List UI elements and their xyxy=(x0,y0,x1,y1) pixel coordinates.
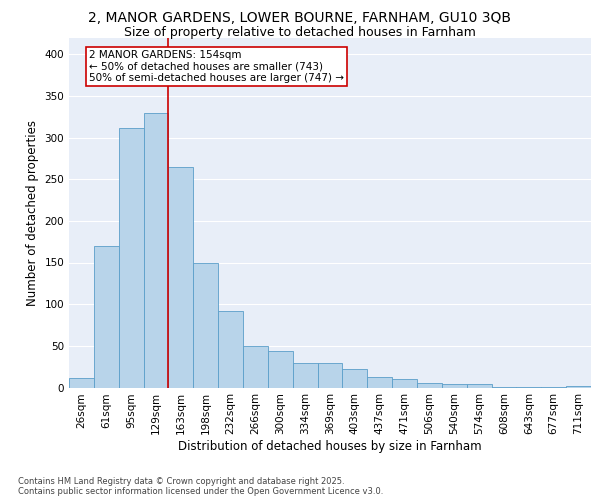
Bar xyxy=(243,346,268,388)
Bar xyxy=(69,378,94,388)
Bar xyxy=(143,112,169,388)
Bar xyxy=(417,384,442,388)
Bar xyxy=(566,386,591,388)
Bar xyxy=(119,128,143,388)
Bar xyxy=(268,351,293,388)
Bar xyxy=(343,369,367,388)
Bar xyxy=(392,379,417,388)
Text: Contains HM Land Registry data © Crown copyright and database right 2025.
Contai: Contains HM Land Registry data © Crown c… xyxy=(18,476,383,496)
Bar xyxy=(293,362,317,388)
Text: 2, MANOR GARDENS, LOWER BOURNE, FARNHAM, GU10 3QB: 2, MANOR GARDENS, LOWER BOURNE, FARNHAM,… xyxy=(89,11,511,25)
Text: 2 MANOR GARDENS: 154sqm
← 50% of detached houses are smaller (743)
50% of semi-d: 2 MANOR GARDENS: 154sqm ← 50% of detache… xyxy=(89,50,344,83)
Text: Size of property relative to detached houses in Farnham: Size of property relative to detached ho… xyxy=(124,26,476,39)
X-axis label: Distribution of detached houses by size in Farnham: Distribution of detached houses by size … xyxy=(178,440,482,453)
Bar xyxy=(491,386,517,388)
Bar xyxy=(517,386,541,388)
Bar xyxy=(367,376,392,388)
Bar xyxy=(317,362,343,388)
Bar xyxy=(467,384,491,388)
Bar xyxy=(193,262,218,388)
Y-axis label: Number of detached properties: Number of detached properties xyxy=(26,120,39,306)
Bar xyxy=(442,384,467,388)
Bar xyxy=(541,386,566,388)
Bar xyxy=(218,311,243,388)
Bar xyxy=(94,246,119,388)
Bar xyxy=(169,166,193,388)
